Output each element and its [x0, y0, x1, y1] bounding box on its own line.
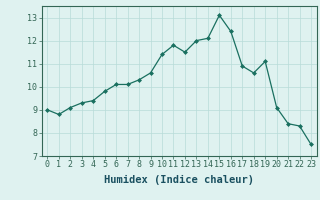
- X-axis label: Humidex (Indice chaleur): Humidex (Indice chaleur): [104, 175, 254, 185]
